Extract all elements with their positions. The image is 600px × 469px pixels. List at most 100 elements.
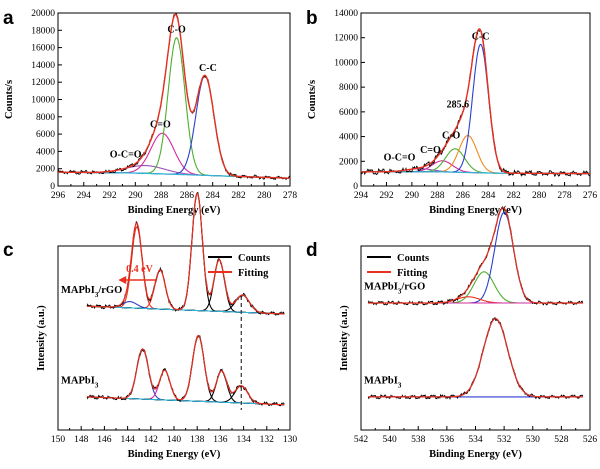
y-tick-label: 10000 xyxy=(31,96,55,106)
peak-label: C-C xyxy=(199,63,217,74)
x-tick-label: 276 xyxy=(583,191,598,201)
x-tick-label: 284 xyxy=(481,191,496,201)
panel-c: c 150 148 146 144 142 140 138 136 134 132 130 Bindin… xyxy=(3,192,298,460)
envelope-fit-line xyxy=(87,192,285,315)
peak-label: C=O xyxy=(150,119,171,130)
x-tick-label: 536 xyxy=(440,435,455,445)
panel-a: a 296 294 292 290 288 286 284 282 280 278 Binding E… xyxy=(3,8,297,216)
x-tick-label: 290 xyxy=(405,191,420,201)
y-tick-label: 14000 xyxy=(334,9,358,19)
legend: Counts Fitting xyxy=(367,253,429,279)
x-tick-label: 288 xyxy=(154,191,169,201)
y-tick-label: 0 xyxy=(50,182,55,192)
envelope-fit-line xyxy=(368,207,583,304)
peak-label: O-C=O xyxy=(384,153,416,164)
peak-label: 285.6 xyxy=(447,99,470,110)
x-tick-label: 282 xyxy=(231,191,246,201)
x-tick-label: 130 xyxy=(283,435,298,445)
component-peak xyxy=(58,37,290,179)
x-tick-label: 528 xyxy=(554,435,569,445)
peak-label: C-C xyxy=(472,31,490,42)
legend-label: Counts xyxy=(397,253,429,264)
x-axis-title: Binding Energy (eV) xyxy=(429,205,522,216)
envelope-fit-line xyxy=(87,334,285,406)
x-tick-label: 526 xyxy=(583,435,598,445)
legend: Counts Fitting xyxy=(208,253,270,279)
x-tick-label: 282 xyxy=(507,191,522,201)
trace-label: MAPbI3 xyxy=(61,375,99,389)
plot-frame xyxy=(57,12,291,187)
peak-label: C=O xyxy=(420,145,441,156)
x-axis-title: Binding Energy (eV) xyxy=(128,205,221,216)
x-tick-label: 140 xyxy=(167,435,182,445)
legend-label: Fitting xyxy=(397,268,428,279)
y-tick-label: 4000 xyxy=(36,147,55,157)
y-tick-label: 12000 xyxy=(31,78,55,88)
shift-arrow-head xyxy=(118,276,127,284)
y-tick-label: 6000 xyxy=(36,130,55,140)
x-tick-label: 540 xyxy=(383,435,398,445)
x-tick-label: 286 xyxy=(456,191,471,201)
panel-letter-a: a xyxy=(3,8,14,29)
y-tick-label: 12000 xyxy=(334,34,358,44)
legend-label: Counts xyxy=(238,253,270,264)
peak-label: C-O xyxy=(167,25,186,36)
y-axis-title: Intensity (a.u.) xyxy=(339,305,350,371)
x-tick-label: 284 xyxy=(206,191,221,201)
y-tick-label: 10000 xyxy=(334,58,358,68)
y-axis-title: Counts/s xyxy=(307,80,318,119)
x-tick-label: 286 xyxy=(180,191,195,201)
x-tick-label: 138 xyxy=(190,435,205,445)
x-tick-label: 148 xyxy=(74,435,89,445)
background-line xyxy=(87,305,285,315)
x-tick-label: 538 xyxy=(411,435,426,445)
shift-annotation-label: 0.4 eV xyxy=(126,264,153,275)
x-tick-label: 278 xyxy=(557,191,572,201)
y-tick-label: 2000 xyxy=(339,157,358,167)
trace-label: MAPbI3/rGO xyxy=(61,285,122,299)
x-tick-label: 288 xyxy=(430,191,445,201)
x-axis-title: Binding Energy (eV) xyxy=(128,449,221,460)
panel-letter-b: b xyxy=(306,8,318,29)
y-tick-label: 16000 xyxy=(31,44,55,54)
envelope-fit-line xyxy=(361,27,590,175)
x-tick-label: 136 xyxy=(213,435,228,445)
x-tick-label: 532 xyxy=(497,435,512,445)
x-tick-label: 144 xyxy=(120,435,135,445)
x-tick-label: 534 xyxy=(468,435,483,445)
x-tick-label: 280 xyxy=(257,191,272,201)
legend-label: Fitting xyxy=(238,268,269,279)
panel-b: b 294 292 290 288 286 284 282 280 278 276 Binding E… xyxy=(306,8,597,216)
y-tick-label: 8000 xyxy=(36,113,55,123)
y-tick-label: 4000 xyxy=(339,133,358,143)
x-tick-label: 292 xyxy=(102,191,117,201)
x-tick-label: 132 xyxy=(260,435,275,445)
peak-label: O-C=O xyxy=(110,150,142,161)
trace-label: MAPbI3 xyxy=(364,375,402,389)
component-peak xyxy=(58,75,290,179)
x-tick-label: 294 xyxy=(354,191,369,201)
x-tick-label: 292 xyxy=(379,191,394,201)
x-tick-label: 542 xyxy=(354,435,369,445)
y-tick-label: 18000 xyxy=(31,26,55,36)
component-peak xyxy=(87,348,285,406)
y-tick-label: 14000 xyxy=(31,61,55,71)
x-tick-label: 278 xyxy=(283,191,298,201)
y-tick-label: 0 xyxy=(353,182,358,192)
panel-letter-c: c xyxy=(3,240,14,261)
raw-counts-line xyxy=(57,13,291,181)
x-tick-label: 134 xyxy=(236,435,251,445)
y-tick-label: 2000 xyxy=(36,165,55,175)
x-tick-label: 280 xyxy=(532,191,547,201)
x-tick-label: 294 xyxy=(77,191,92,201)
trace-label: MAPbI3/rGO xyxy=(364,282,425,296)
x-tick-label: 142 xyxy=(144,435,159,445)
panel-letter-d: d xyxy=(306,240,318,261)
y-tick-label: 6000 xyxy=(339,108,358,118)
envelope-fit-line xyxy=(58,13,290,179)
x-tick-label: 146 xyxy=(97,435,112,445)
y-axis-title: Intensity (a.u.) xyxy=(36,305,47,371)
panel-d: d 542 540 538 536 534 532 530 528 526 Binding Ener… xyxy=(306,205,598,460)
y-tick-label: 20000 xyxy=(31,9,55,19)
